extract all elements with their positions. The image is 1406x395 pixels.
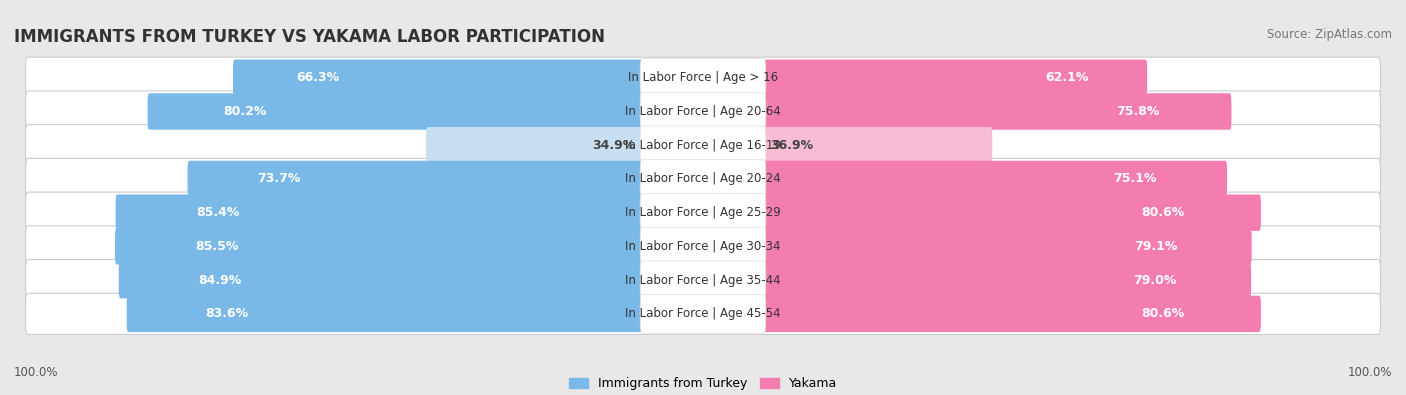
Text: In Labor Force | Age 20-64: In Labor Force | Age 20-64 [626, 105, 780, 118]
FancyBboxPatch shape [640, 126, 766, 164]
Text: In Labor Force | Age 16-19: In Labor Force | Age 16-19 [626, 139, 780, 152]
Text: 73.7%: 73.7% [257, 173, 301, 185]
FancyBboxPatch shape [640, 261, 766, 299]
FancyBboxPatch shape [115, 228, 644, 265]
Text: Source: ZipAtlas.com: Source: ZipAtlas.com [1267, 28, 1392, 41]
FancyBboxPatch shape [640, 227, 766, 265]
Text: 100.0%: 100.0% [14, 366, 59, 379]
FancyBboxPatch shape [762, 127, 993, 164]
FancyBboxPatch shape [426, 127, 644, 164]
FancyBboxPatch shape [762, 262, 1251, 298]
Text: 75.8%: 75.8% [1116, 105, 1160, 118]
FancyBboxPatch shape [762, 295, 1261, 332]
FancyBboxPatch shape [25, 125, 1381, 166]
Text: 36.9%: 36.9% [770, 139, 814, 152]
Text: In Labor Force | Age > 16: In Labor Force | Age > 16 [628, 71, 778, 84]
Text: In Labor Force | Age 45-54: In Labor Force | Age 45-54 [626, 307, 780, 320]
Text: In Labor Force | Age 30-34: In Labor Force | Age 30-34 [626, 240, 780, 253]
FancyBboxPatch shape [25, 226, 1381, 267]
Text: 84.9%: 84.9% [198, 274, 242, 287]
FancyBboxPatch shape [762, 60, 1147, 96]
FancyBboxPatch shape [762, 228, 1251, 265]
FancyBboxPatch shape [25, 57, 1381, 98]
Text: 83.6%: 83.6% [205, 307, 249, 320]
Text: 80.6%: 80.6% [1142, 206, 1185, 219]
Legend: Immigrants from Turkey, Yakama: Immigrants from Turkey, Yakama [564, 372, 842, 395]
Text: IMMIGRANTS FROM TURKEY VS YAKAMA LABOR PARTICIPATION: IMMIGRANTS FROM TURKEY VS YAKAMA LABOR P… [14, 28, 605, 46]
FancyBboxPatch shape [762, 194, 1261, 231]
Text: 34.9%: 34.9% [592, 139, 636, 152]
Text: 80.2%: 80.2% [224, 105, 267, 118]
FancyBboxPatch shape [762, 161, 1227, 197]
FancyBboxPatch shape [640, 160, 766, 198]
Text: 66.3%: 66.3% [295, 71, 339, 84]
FancyBboxPatch shape [115, 194, 644, 231]
Text: 79.1%: 79.1% [1133, 240, 1177, 253]
Text: 80.6%: 80.6% [1142, 307, 1185, 320]
FancyBboxPatch shape [25, 293, 1381, 335]
FancyBboxPatch shape [187, 161, 644, 197]
FancyBboxPatch shape [118, 262, 644, 298]
FancyBboxPatch shape [127, 295, 644, 332]
FancyBboxPatch shape [25, 158, 1381, 199]
FancyBboxPatch shape [148, 93, 644, 130]
FancyBboxPatch shape [233, 60, 644, 96]
FancyBboxPatch shape [762, 93, 1232, 130]
FancyBboxPatch shape [25, 192, 1381, 233]
Text: 62.1%: 62.1% [1045, 71, 1088, 84]
Text: 75.1%: 75.1% [1112, 173, 1156, 185]
Text: 100.0%: 100.0% [1347, 366, 1392, 379]
FancyBboxPatch shape [25, 91, 1381, 132]
FancyBboxPatch shape [25, 260, 1381, 301]
Text: 79.0%: 79.0% [1133, 274, 1177, 287]
Text: In Labor Force | Age 20-24: In Labor Force | Age 20-24 [626, 173, 780, 185]
FancyBboxPatch shape [640, 58, 766, 97]
FancyBboxPatch shape [640, 194, 766, 232]
Text: In Labor Force | Age 35-44: In Labor Force | Age 35-44 [626, 274, 780, 287]
FancyBboxPatch shape [640, 92, 766, 131]
Text: 85.4%: 85.4% [195, 206, 239, 219]
Text: 85.5%: 85.5% [195, 240, 239, 253]
FancyBboxPatch shape [640, 295, 766, 333]
Text: In Labor Force | Age 25-29: In Labor Force | Age 25-29 [626, 206, 780, 219]
